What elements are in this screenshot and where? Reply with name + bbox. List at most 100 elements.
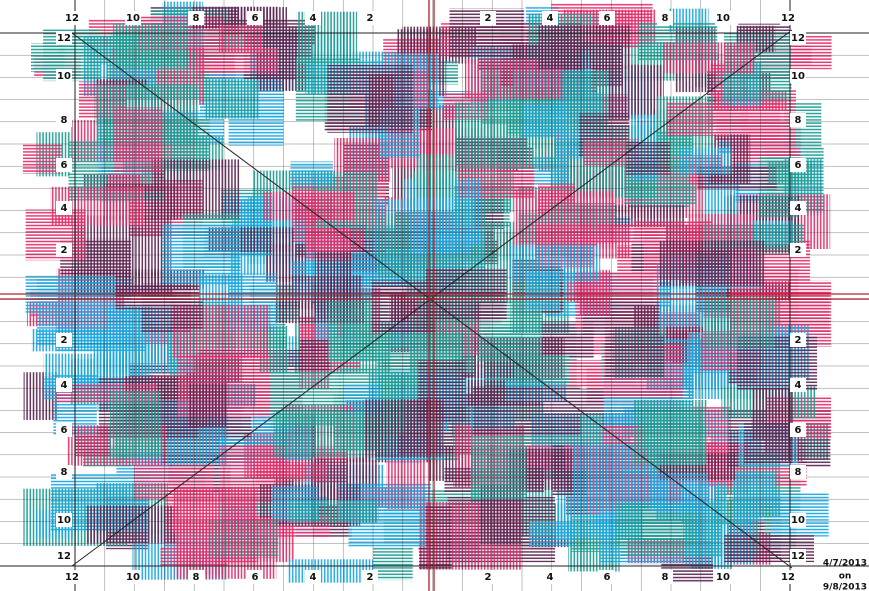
hatch-block <box>625 142 670 175</box>
hatch-block <box>703 297 774 349</box>
scale-label: 8 <box>193 572 200 583</box>
hatch-block <box>219 24 264 53</box>
hatch-block <box>605 334 664 378</box>
hatch-blocks <box>22 1 832 583</box>
label-bg <box>480 570 496 584</box>
diagonal <box>71 32 793 569</box>
scale-label: 6 <box>795 160 802 171</box>
scale-label: 4 <box>795 203 802 214</box>
scale-label: 6 <box>604 572 611 583</box>
scale-label: 4 <box>310 572 317 583</box>
date-note: 9/8/2013 <box>823 583 867 591</box>
label-bg <box>64 11 80 25</box>
label-bg <box>715 570 731 584</box>
label-bg <box>56 69 72 83</box>
label-bg <box>56 158 72 172</box>
label-bg <box>790 333 806 347</box>
hatch-block <box>133 465 214 501</box>
label-bg <box>362 570 378 584</box>
scale-label: 4 <box>61 203 68 214</box>
label-bg <box>188 11 204 25</box>
scale-label: 2 <box>485 13 492 24</box>
hatch-block <box>270 371 341 427</box>
scale-label: 4 <box>795 380 802 391</box>
label-bg <box>56 549 72 563</box>
label-bg <box>657 11 673 25</box>
scale-label: 2 <box>367 572 374 583</box>
label-bg <box>780 570 796 584</box>
diagonal <box>71 29 793 567</box>
hatch-block <box>170 299 204 329</box>
hatch-block <box>666 101 730 137</box>
hatch-block <box>288 500 377 523</box>
label-bg <box>56 113 72 127</box>
hatch-block <box>300 339 330 373</box>
label-bg <box>480 11 496 25</box>
label-bg <box>188 570 204 584</box>
label-bg <box>362 11 378 25</box>
hatch-block <box>744 422 793 465</box>
label-bg <box>790 243 806 257</box>
hatch-block <box>290 161 333 187</box>
hatch-block <box>287 559 373 583</box>
scale-label: 6 <box>795 425 802 436</box>
label-bg <box>56 378 72 392</box>
label-bg <box>790 69 806 83</box>
label-bg <box>542 11 558 25</box>
label-bg <box>56 243 72 257</box>
scale-label: 12 <box>65 572 79 583</box>
scale-label: 12 <box>781 572 795 583</box>
hatch-block <box>470 435 527 500</box>
scale-label: 10 <box>57 71 71 82</box>
scale-label: 8 <box>193 13 200 24</box>
date-note: on <box>839 572 852 582</box>
hatch-block <box>188 383 227 428</box>
scale-label: 2 <box>61 245 68 256</box>
hatch-block <box>113 23 187 70</box>
scale-label: 6 <box>252 572 259 583</box>
label-bg <box>56 513 72 527</box>
label-bg <box>790 423 806 437</box>
scale-label: 12 <box>57 33 71 44</box>
hatch-block <box>521 103 568 138</box>
label-bg <box>125 11 141 25</box>
label-bg <box>790 465 806 479</box>
label-bg <box>56 201 72 215</box>
scale-label: 8 <box>61 115 68 126</box>
label-bg <box>247 570 263 584</box>
scale-label: 4 <box>310 13 317 24</box>
label-bg <box>790 201 806 215</box>
label-bg <box>657 570 673 584</box>
label-bg <box>790 513 806 527</box>
hatch-block <box>110 391 162 459</box>
hatch-block <box>658 240 766 287</box>
scale-label: 8 <box>795 467 802 478</box>
label-bg <box>780 11 796 25</box>
label-bg <box>125 570 141 584</box>
hatch-block <box>327 65 414 133</box>
hatch-block <box>365 399 444 458</box>
scale-label: 2 <box>367 13 374 24</box>
scale-label: 10 <box>791 515 805 526</box>
label-bg <box>56 465 72 479</box>
scale-label: 10 <box>791 71 805 82</box>
label-bg <box>790 378 806 392</box>
hatch-block <box>650 472 709 512</box>
hatch-block <box>538 25 631 70</box>
hatch-block <box>679 147 732 175</box>
scale-label: 8 <box>662 572 669 583</box>
scale-label: 12 <box>57 551 71 562</box>
scale-label: 6 <box>604 13 611 24</box>
hatch-block <box>472 386 581 436</box>
label-bg <box>305 570 321 584</box>
scale-label: 12 <box>65 13 79 24</box>
label-bg <box>56 423 72 437</box>
hatch-block <box>371 280 436 334</box>
label-bg <box>56 333 72 347</box>
scale-label: 10 <box>57 515 71 526</box>
scale-label: 4 <box>547 13 554 24</box>
label-bg <box>790 158 806 172</box>
